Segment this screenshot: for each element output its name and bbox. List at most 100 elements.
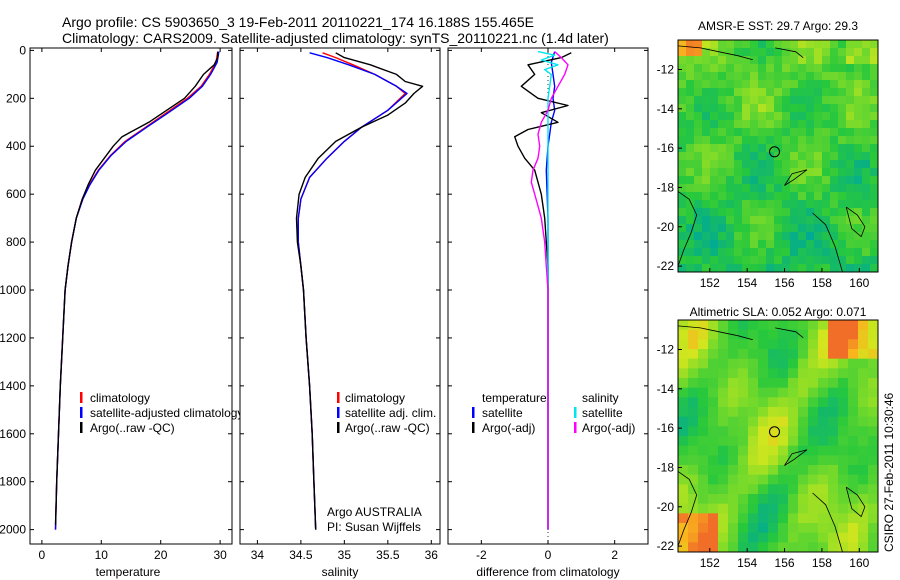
map-cell [686,56,695,65]
map-cell [798,542,809,552]
map-cell [742,264,751,272]
map-cell [862,224,871,233]
map-cell [708,523,719,534]
map-cell [846,208,855,217]
map-cell [828,416,839,427]
map-cell [854,264,863,272]
map-cell [854,40,863,49]
y-tick-label: 1000 [0,283,26,297]
map-cell [750,104,759,113]
map-cell [694,64,703,73]
map-cell [710,128,719,137]
map-cell [870,48,878,57]
map-cell [806,152,815,161]
map-cell [726,112,735,121]
map-cell [822,248,831,257]
map-cell [798,216,807,225]
map-cell [870,120,878,129]
map-cell [854,136,863,145]
map-cell [726,192,735,201]
map-cell [768,339,779,350]
legend-swatch-sal-argo [574,422,577,433]
legend-swatch-temp-satellite [472,407,475,418]
map-cell [870,176,878,185]
map-cell [798,256,807,265]
map-cell [782,200,791,209]
map-cell [698,426,709,437]
map-cell [694,56,703,65]
map-cell [858,416,869,427]
map-cell [774,96,783,105]
map-cell [798,455,809,466]
map-cell [838,216,847,225]
map-cell [738,542,749,552]
map-cell [678,80,687,89]
map-cell [678,436,689,447]
map-cell [708,484,719,495]
map-cell [778,542,789,552]
map-cell [774,152,783,161]
map-cell [766,216,775,225]
map-cell [710,168,719,177]
map-cell [848,474,859,485]
map-cell [694,104,703,113]
map-cell [806,264,815,272]
map-cell [750,56,759,65]
map-cell [758,248,767,257]
map-cell [862,144,871,153]
map-cell [828,387,839,398]
map-cell [694,88,703,97]
map-cell [734,144,743,153]
map-cell [814,264,823,272]
map-cell [806,184,815,193]
map-cell [718,445,729,456]
map-cell [838,48,847,57]
map-cell [718,503,729,514]
map-cell [806,120,815,129]
map-cell [766,120,775,129]
map-cell [868,407,878,418]
map-cell [848,387,859,398]
map-cell [766,112,775,121]
map-cell [748,339,759,350]
map-cell [766,184,775,193]
map-cell [814,152,823,161]
map-cell [788,465,799,476]
map-cell [726,144,735,153]
map-cell [838,184,847,193]
map-cell [868,339,878,350]
salinity-chart: 34 34.5 35 35.5 36 salinity climatology sate… [239,47,441,579]
coastline [845,486,866,518]
map-cell [798,104,807,113]
map-cell [758,224,767,233]
map-cell [814,64,823,73]
map-y-tick-label: -16 [657,421,675,435]
salinity-legend: climatology satellite adj. clim. Argo(..… [337,391,436,435]
map-cell [822,224,831,233]
map-cell [846,248,855,257]
map-cell [870,136,878,145]
map-cell [774,168,783,177]
map-cell [708,532,719,543]
map-cell [758,176,767,185]
map-cell [818,387,829,398]
map-cell [742,96,751,105]
map-cell [710,240,719,249]
map-cell [858,455,869,466]
map-cell [788,455,799,466]
map-cell [758,523,769,534]
map-cell [694,160,703,169]
map-cell [868,368,878,379]
map-cell [822,136,831,145]
map-cell [854,80,863,89]
map-cell [848,532,859,543]
map-cell [790,136,799,145]
y-tick-label: 1600 [0,427,26,441]
map-cell [710,256,719,265]
series-line-salinity-argo-adj- [530,51,569,530]
map-cell [822,176,831,185]
map-cell [678,144,687,153]
map-cell [830,184,839,193]
map-cell [790,88,799,97]
map-cell [858,465,869,476]
